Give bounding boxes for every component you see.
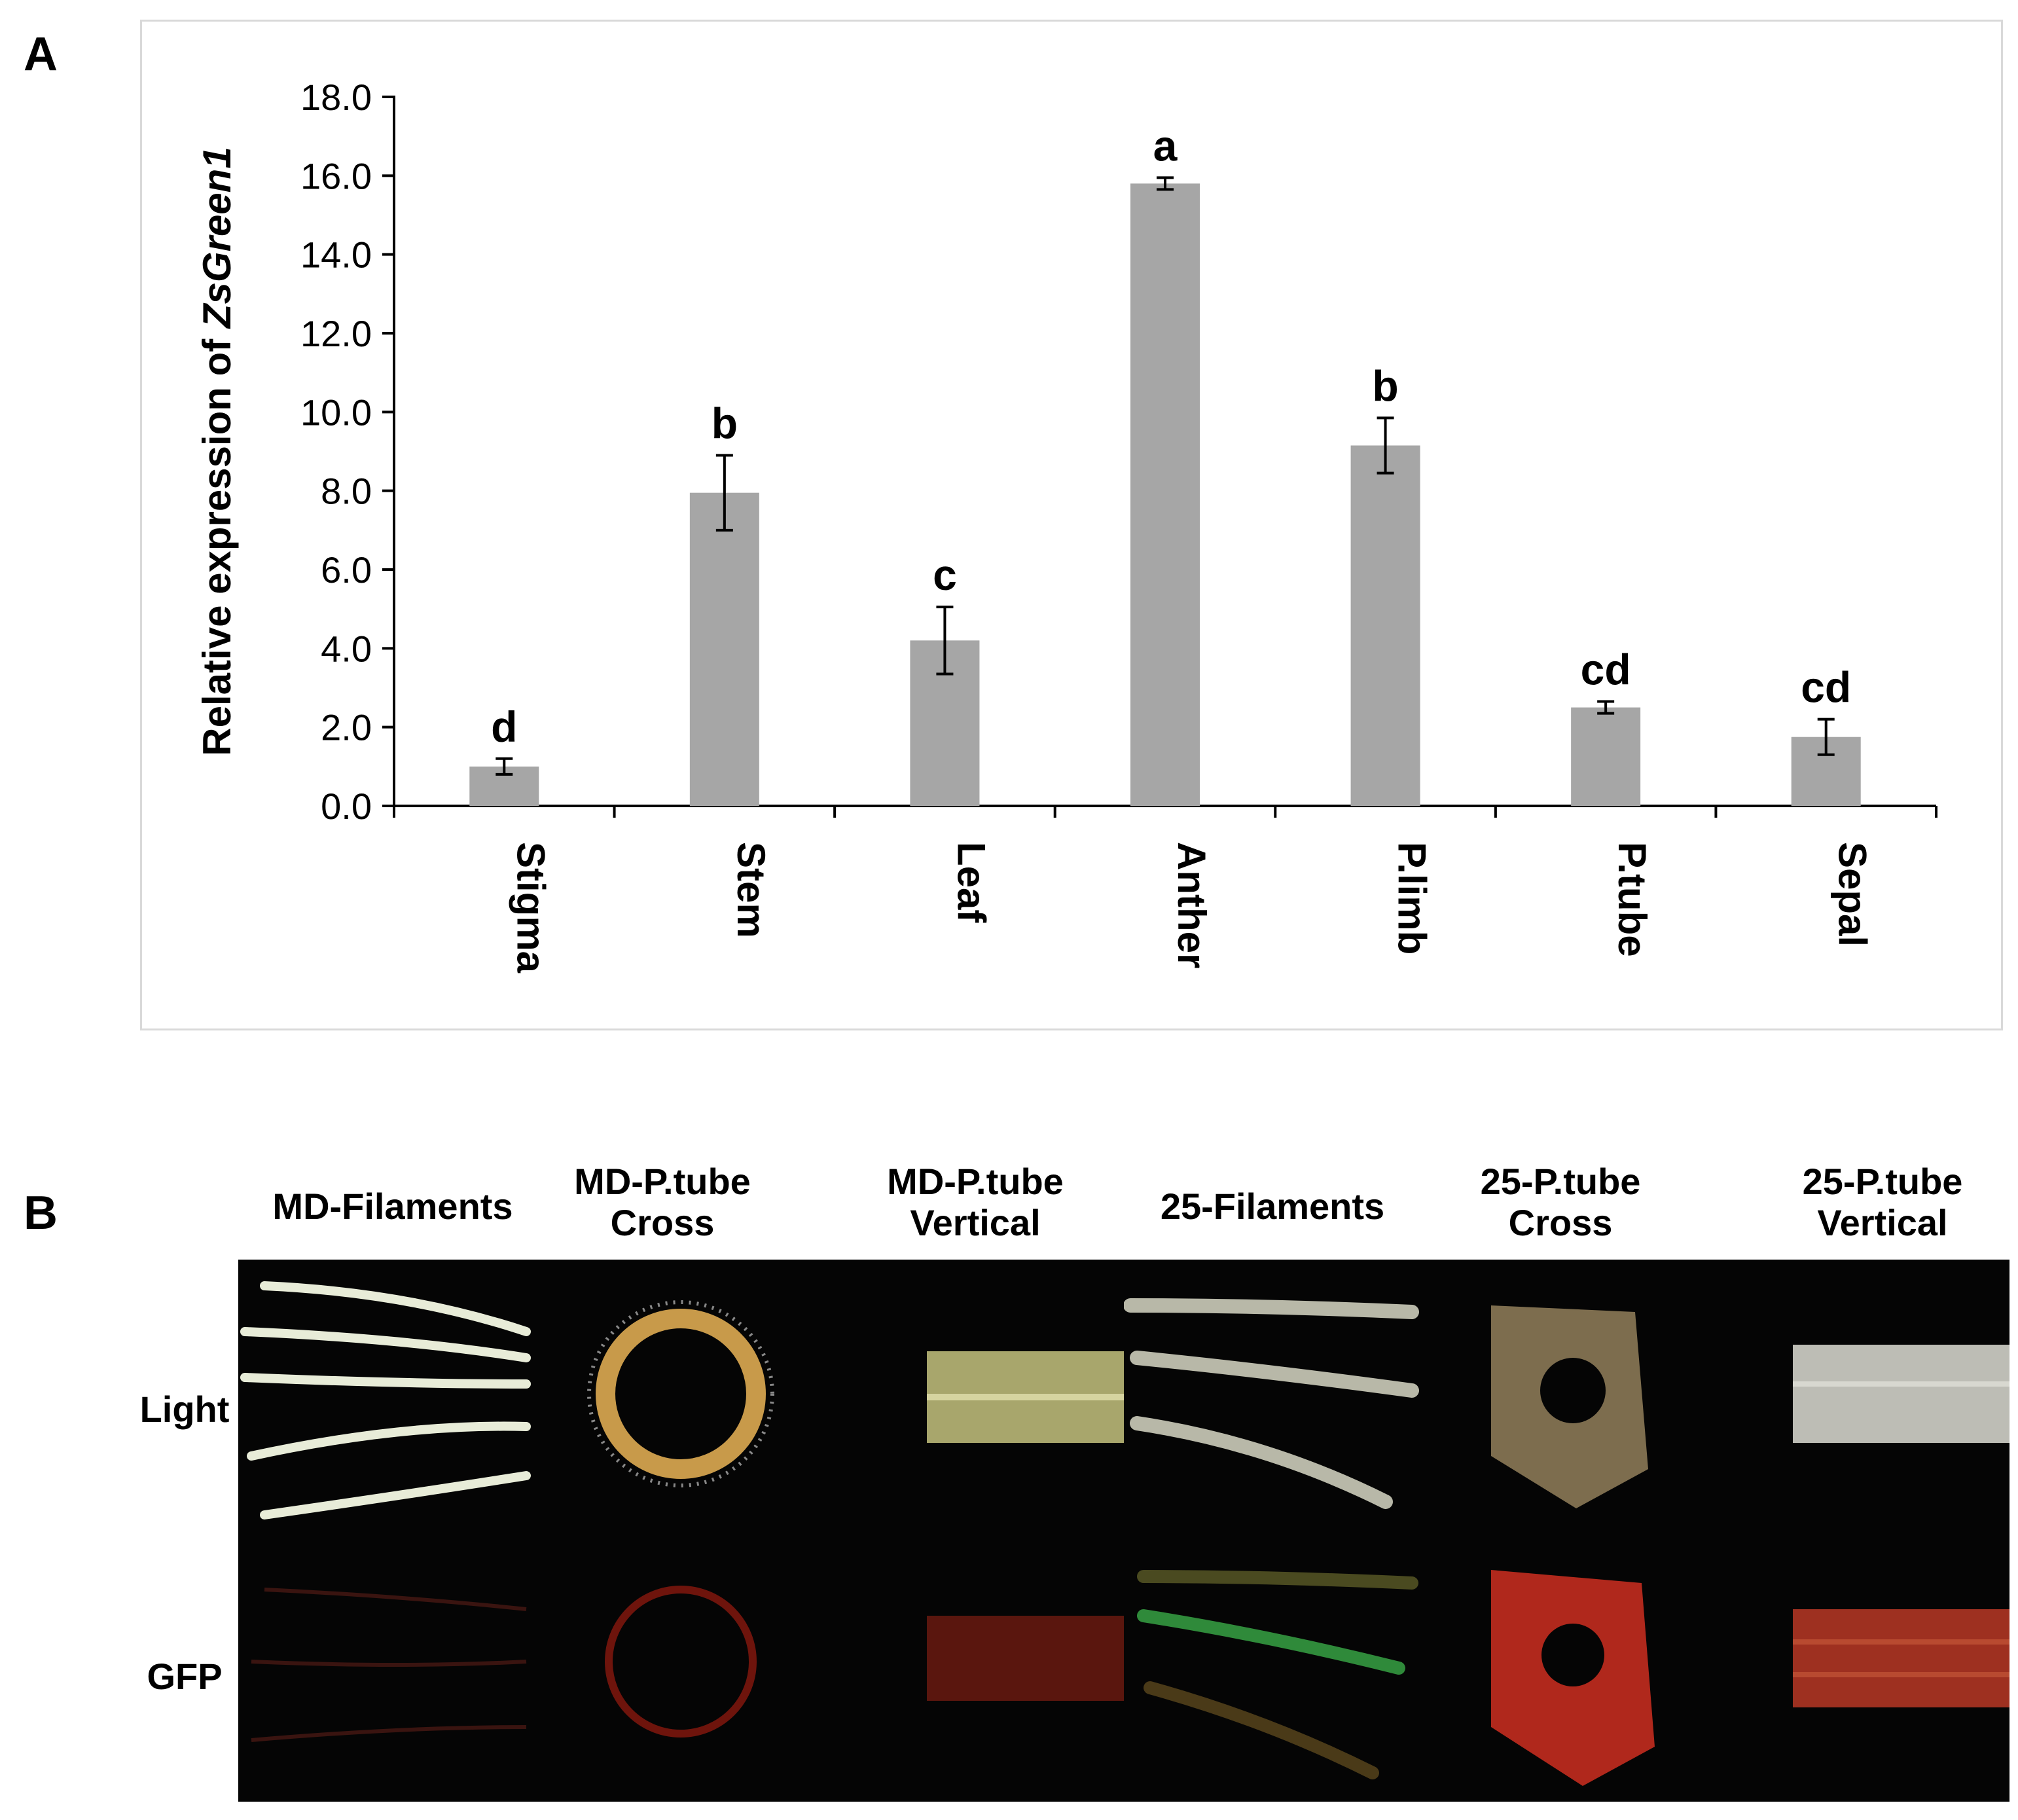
bar [1130, 183, 1200, 806]
column-header-line1: 25-Filaments [1160, 1186, 1385, 1227]
significance-letter: a [1153, 121, 1178, 170]
x-category-label: Stem [729, 842, 773, 938]
y-tick-label: 2.0 [321, 707, 372, 748]
significance-letter: b [712, 399, 738, 448]
y-tick-label: 0.0 [321, 786, 372, 827]
gfp-micrograph-tile [1124, 1531, 1419, 1802]
gfp-micrograph-tile [829, 1531, 1124, 1802]
y-axis-label-text: Relative expression of [195, 328, 239, 756]
column-header: 25-Filaments [1161, 1186, 1384, 1228]
y-tick-label: 18.0 [300, 77, 372, 118]
y-axis-label-gene: ZsGreen1 [195, 147, 239, 329]
panel-a-label: A [24, 28, 58, 81]
light-micrograph-tile [1714, 1260, 2009, 1531]
column-header-line2: Cross [610, 1201, 715, 1243]
gfp-micrograph-tile [1419, 1531, 1714, 1802]
gfp-micrograph-tile [533, 1531, 829, 1802]
column-header-line2: Vertical [1817, 1201, 1948, 1243]
x-category-label: Anther [1170, 842, 1214, 968]
significance-letter: d [491, 702, 517, 751]
significance-letter: c [933, 551, 957, 599]
light-micrograph-tile [533, 1260, 829, 1531]
column-header-line1: MD-P.tube [574, 1161, 751, 1202]
column-header-line1: 25-P.tube [1802, 1161, 1963, 1202]
gfp-micrograph-tile [238, 1531, 533, 1802]
row-label: Light [139, 1389, 230, 1430]
light-micrograph-tile [1419, 1260, 1714, 1531]
x-category-label: Sepal [1831, 842, 1875, 947]
column-header: MD-Filaments [272, 1186, 513, 1228]
significance-letter: b [1372, 361, 1398, 410]
y-tick-label: 10.0 [300, 391, 372, 433]
light-micrograph-tile [1124, 1260, 1419, 1531]
column-header-line1: MD-Filaments [272, 1186, 513, 1227]
x-category-label: P.limb [1390, 842, 1434, 955]
light-micrograph-tile [829, 1260, 1124, 1531]
column-header-line1: MD-P.tube [887, 1161, 1064, 1202]
gfp-micrograph-tile [1714, 1531, 2009, 1802]
light-micrograph-tile [238, 1260, 533, 1531]
y-tick-label: 12.0 [300, 313, 372, 354]
bar [689, 492, 759, 806]
y-axis-label: Relative expression of ZsGreen1 [195, 147, 239, 755]
row-label: GFP [147, 1656, 223, 1697]
bar-chart: 0.0 2.0 4.0 6.0 8.0 10.0 12.0 14.0 16.0 18.0 d Stig… [195, 77, 1937, 974]
y-tick-label: 16.0 [300, 155, 372, 196]
y-tick-label: 4.0 [321, 628, 372, 669]
column-header: 25-P.tube Vertical [1803, 1161, 1963, 1243]
x-category-label: Leaf [949, 842, 993, 923]
bar [1350, 445, 1420, 806]
column-header: MD-P.tube Cross [574, 1161, 751, 1243]
chart-frame [140, 20, 2003, 1030]
y-tick-label: 8.0 [321, 471, 372, 512]
significance-letter: cd [1581, 646, 1631, 694]
y-tick-label: 6.0 [321, 549, 372, 591]
y-tick-label: 14.0 [300, 234, 372, 276]
column-header: MD-P.tube Vertical [887, 1161, 1064, 1243]
column-header-line2: Cross [1508, 1201, 1613, 1243]
significance-letter: cd [1801, 663, 1851, 712]
column-header-line2: Vertical [910, 1201, 1041, 1243]
panel-b-label: B [24, 1187, 58, 1239]
x-category-label: P.tube [1610, 842, 1654, 957]
bar [1571, 707, 1641, 806]
x-category-label: Stigma [509, 842, 552, 974]
column-header-line1: 25-P.tube [1480, 1161, 1641, 1202]
column-header: 25-P.tube Cross [1481, 1161, 1641, 1243]
micrograph-grid [238, 1260, 2009, 1802]
